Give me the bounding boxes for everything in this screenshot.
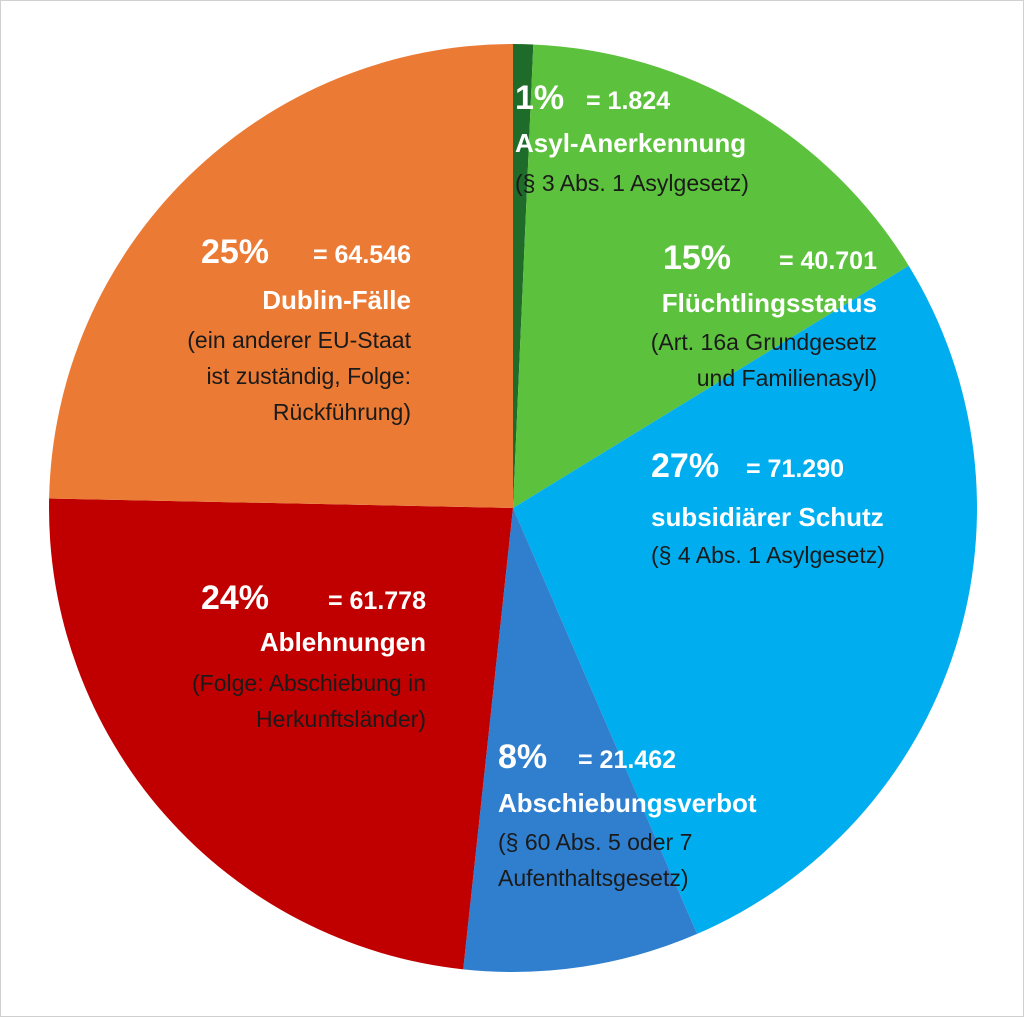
slice-description-3-1: Aufenthaltsgesetz)	[498, 865, 689, 891]
slice-description-4-1: Herkunftsländer)	[256, 706, 426, 732]
pie-slice-4	[49, 498, 514, 970]
slice-value-0: = 1.824	[586, 87, 670, 115]
slice-percent-0: 1%	[515, 79, 564, 117]
slice-description-3-0: (§ 60 Abs. 5 oder 7	[498, 829, 692, 855]
slice-percent-2: 27%	[651, 447, 719, 485]
slice-description-2-0: (§ 4 Abs. 1 Asylgesetz)	[651, 542, 885, 568]
pie-slice-3	[463, 508, 698, 972]
slice-name-1: Flüchtlingsstatus	[662, 288, 877, 318]
slice-name-3: Abschiebungsverbot	[498, 788, 757, 818]
slice-name-4: Ablehnungen	[260, 627, 426, 657]
pie-slice-0	[513, 44, 534, 508]
pie-slice-2	[513, 265, 978, 934]
slice-description-1-1: und Familienasyl)	[697, 365, 877, 391]
slice-description-5-0: (ein anderer EU-Staat	[187, 327, 411, 353]
slice-value-5: = 64.546	[313, 241, 411, 269]
pie-slice-1	[513, 44, 909, 508]
slice-description-4-0: (Folge: Abschiebung in	[192, 670, 426, 696]
slice-description-0-0: (§ 3 Abs. 1 Asylgesetz)	[515, 170, 749, 196]
slice-percent-3: 8%	[498, 738, 547, 776]
slice-value-4: = 61.778	[328, 587, 426, 615]
pie-slices	[49, 44, 978, 972]
slice-name-5: Dublin-Fälle	[262, 285, 411, 315]
slice-value-2: = 71.290	[746, 455, 844, 483]
slice-value-3: = 21.462	[578, 746, 676, 774]
slice-percent-1: 15%	[663, 239, 731, 277]
slice-percent-5: 25%	[201, 233, 269, 271]
slice-description-5-1: ist zuständig, Folge:	[206, 363, 411, 389]
slice-description-1-0: (Art. 16a Grundgesetz	[651, 329, 877, 355]
pie-slice-5	[49, 44, 513, 508]
pie-labels: 1% = 1.824 Asyl-Anerkennung (§ 3 Abs. 1 Asy…	[187, 79, 885, 891]
slice-value-1: = 40.701	[779, 247, 877, 275]
slice-percent-4: 24%	[201, 579, 269, 617]
slice-name-2: subsidiärer Schutz	[651, 502, 884, 532]
slice-description-5-2: Rückführung)	[273, 399, 411, 425]
slice-name-0: Asyl-Anerkennung	[515, 128, 746, 158]
